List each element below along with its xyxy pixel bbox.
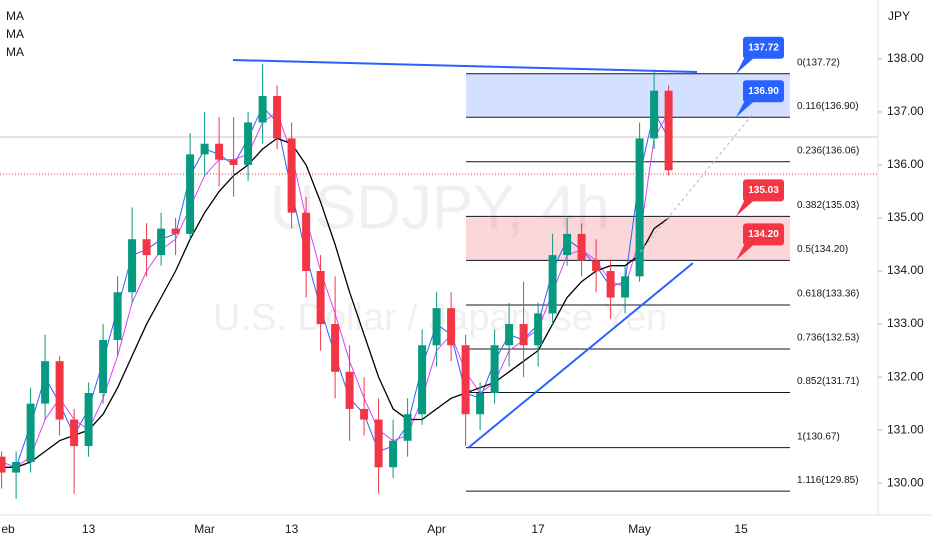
fib-zone xyxy=(466,216,790,261)
candle-body xyxy=(389,440,398,468)
candle-body xyxy=(157,228,166,256)
fib-label: 0.236(136.06) xyxy=(797,145,859,156)
trend-line xyxy=(467,262,694,449)
candle-body xyxy=(461,345,470,415)
fib-label: 0.852(131.71) xyxy=(797,376,859,387)
callout-box xyxy=(743,36,784,59)
y-tick-label: 137.00 xyxy=(887,104,924,118)
x-tick-label: 15 xyxy=(734,522,748,536)
x-tick-label: 13 xyxy=(285,522,299,536)
candle-body xyxy=(84,393,93,447)
candle-body xyxy=(26,403,35,462)
y-tick-label: 130.00 xyxy=(887,475,924,489)
candle-body xyxy=(113,292,122,340)
currency-label: JPY xyxy=(888,9,910,23)
callout-pointer xyxy=(736,100,753,118)
candle-body xyxy=(447,308,456,346)
x-tick-label: 17 xyxy=(531,522,545,536)
candle-body xyxy=(55,361,64,420)
candle-body xyxy=(418,345,427,415)
fib-label: 0.618(133.36) xyxy=(797,289,859,300)
candle-body xyxy=(287,138,296,213)
legend-entry: MA xyxy=(6,27,24,41)
candle-body xyxy=(186,154,195,234)
fib-label: 0.736(132.53) xyxy=(797,333,859,344)
callout-label: 136.90 xyxy=(748,86,779,97)
moving-average xyxy=(1,137,669,468)
y-tick-label: 135.00 xyxy=(887,210,924,224)
x-tick-label: May xyxy=(628,522,651,536)
candle-body xyxy=(403,414,412,441)
candle-body xyxy=(41,361,50,404)
candle-body xyxy=(621,276,630,298)
candle-body xyxy=(505,324,514,346)
candle-body xyxy=(345,371,354,409)
callout-box xyxy=(743,80,784,103)
candle-body xyxy=(490,345,499,394)
candle-body xyxy=(519,324,528,346)
x-tick-label: Mar xyxy=(194,522,215,536)
candle-body xyxy=(142,239,151,256)
candle-body xyxy=(331,324,340,372)
callout-box xyxy=(743,223,784,246)
fib-label: 1(130.67) xyxy=(797,431,840,442)
fib-label: 0(137.72) xyxy=(797,57,840,68)
legend-entry: MA xyxy=(6,9,24,23)
callout-pointer xyxy=(736,199,753,217)
candle-body xyxy=(12,461,21,473)
candle-body xyxy=(606,271,615,298)
watermark-title: USDJPY, 4h xyxy=(270,173,610,242)
candle-body xyxy=(229,159,238,165)
candle-body xyxy=(635,138,644,277)
fib-label: 0.116(136.90) xyxy=(797,101,859,112)
y-tick-label: 136.00 xyxy=(887,157,924,171)
y-tick-label: 138.00 xyxy=(887,51,924,65)
y-tick-label: 134.00 xyxy=(887,263,924,277)
candle-body xyxy=(171,228,180,234)
y-tick-label: 131.00 xyxy=(887,422,924,436)
x-tick-label: eb xyxy=(1,522,15,536)
fib-label: 0.382(135.03) xyxy=(797,200,859,211)
candle-body xyxy=(0,456,6,473)
y-tick-label: 133.00 xyxy=(887,316,924,330)
callout-box xyxy=(743,179,784,202)
callout-label: 134.20 xyxy=(748,229,779,240)
callout-label: 135.03 xyxy=(748,185,779,196)
candle-body xyxy=(215,143,224,160)
callout-pointer xyxy=(736,243,753,261)
trend-line xyxy=(232,59,698,73)
legend-entry: MA xyxy=(6,45,24,59)
candle-body xyxy=(200,143,209,155)
candle-body xyxy=(664,90,673,171)
candle-body xyxy=(548,255,557,314)
candle-body xyxy=(476,393,485,415)
candle-body xyxy=(374,419,383,468)
fib-label: 1.116(129.85) xyxy=(797,475,859,486)
candle-body xyxy=(650,90,659,139)
candle-body xyxy=(258,95,267,123)
candle-body xyxy=(244,122,253,165)
callout-label: 137.72 xyxy=(748,42,779,53)
candle-body xyxy=(563,233,572,256)
y-tick-label: 132.00 xyxy=(887,369,924,383)
candle-body xyxy=(316,271,325,325)
candle-body xyxy=(302,212,311,272)
candle-body xyxy=(360,408,369,420)
candle-body xyxy=(99,339,108,394)
fib-zone xyxy=(466,73,790,118)
candle-body xyxy=(592,260,601,272)
candle-body xyxy=(534,313,543,346)
x-tick-label: 13 xyxy=(82,522,96,536)
fib-label: 0.5(134.20) xyxy=(797,244,848,255)
x-tick-label: Apr xyxy=(427,522,446,536)
candle-body xyxy=(577,233,586,261)
candle-body xyxy=(432,308,441,346)
callout-pointer xyxy=(736,56,753,74)
candle-body xyxy=(128,239,137,293)
candle-body xyxy=(70,419,79,447)
candle-body xyxy=(273,95,282,139)
